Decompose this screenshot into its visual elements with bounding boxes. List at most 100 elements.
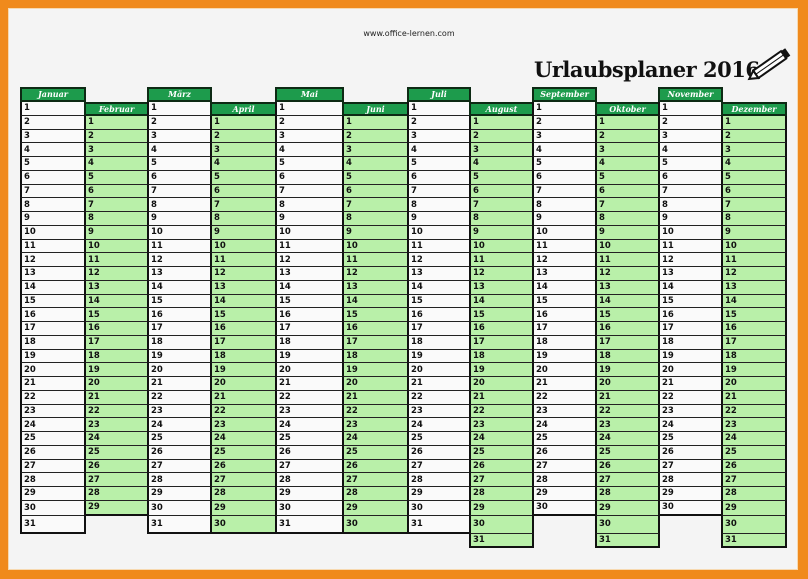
day-cell[interactable]: 12 — [721, 267, 787, 281]
day-cell[interactable]: 10 — [658, 225, 723, 240]
day-cell[interactable]: 17 — [407, 322, 471, 336]
day-cell[interactable]: 18 — [469, 349, 534, 364]
day-cell[interactable]: 28 — [532, 473, 597, 487]
day-cell[interactable]: 16 — [210, 322, 277, 336]
day-cell[interactable]: 23 — [210, 418, 277, 432]
day-cell[interactable]: 27 — [595, 473, 660, 487]
day-cell[interactable]: 5 — [407, 157, 471, 171]
day-cell[interactable]: 27 — [342, 473, 409, 487]
day-cell[interactable]: 29 — [147, 487, 212, 501]
day-cell[interactable]: 10 — [532, 225, 597, 240]
day-cell[interactable]: 26 — [721, 459, 787, 474]
day-cell[interactable]: 27 — [469, 473, 534, 487]
day-cell[interactable]: 23 — [532, 404, 597, 419]
day-cell[interactable]: 5 — [275, 157, 344, 171]
day-cell[interactable]: 1 — [532, 102, 597, 116]
day-cell[interactable]: 1 — [210, 115, 277, 130]
day-cell[interactable]: 23 — [595, 418, 660, 432]
day-cell[interactable]: 6 — [210, 184, 277, 199]
day-cell[interactable]: 28 — [469, 487, 534, 501]
day-cell[interactable]: 2 — [210, 129, 277, 144]
day-cell[interactable]: 8 — [407, 198, 471, 212]
day-cell[interactable]: 22 — [20, 390, 86, 405]
day-cell[interactable]: 16 — [407, 308, 471, 322]
day-cell[interactable]: 15 — [147, 294, 212, 309]
day-cell[interactable]: 18 — [84, 349, 149, 364]
day-cell[interactable]: 26 — [20, 445, 86, 460]
day-cell[interactable]: 13 — [595, 280, 660, 295]
day-cell[interactable]: 27 — [407, 459, 471, 474]
day-cell[interactable]: 29 — [595, 500, 660, 516]
day-cell[interactable]: 17 — [721, 335, 787, 350]
day-cell[interactable]: 26 — [407, 445, 471, 460]
day-cell[interactable]: 11 — [20, 239, 86, 254]
day-cell[interactable]: 26 — [532, 445, 597, 460]
day-cell[interactable]: 29 — [275, 487, 344, 501]
day-cell[interactable]: 2 — [147, 115, 212, 130]
day-cell[interactable]: 12 — [407, 253, 471, 267]
day-cell[interactable]: 1 — [407, 102, 471, 116]
day-cell[interactable]: 10 — [84, 239, 149, 254]
day-cell[interactable]: 13 — [469, 280, 534, 295]
day-cell[interactable]: 31 — [595, 533, 660, 548]
day-cell[interactable]: 12 — [595, 267, 660, 281]
day-cell[interactable]: 14 — [407, 280, 471, 295]
day-cell[interactable]: 5 — [210, 170, 277, 185]
day-cell[interactable]: 25 — [658, 432, 723, 446]
day-cell[interactable]: 19 — [20, 349, 86, 364]
day-cell[interactable]: 24 — [469, 432, 534, 446]
day-cell[interactable]: 1 — [469, 115, 534, 130]
day-cell[interactable]: 19 — [658, 349, 723, 364]
day-cell[interactable]: 3 — [532, 129, 597, 144]
day-cell[interactable]: 2 — [342, 129, 409, 144]
day-cell[interactable]: 31 — [469, 533, 534, 548]
day-cell[interactable]: 30 — [595, 515, 660, 534]
day-cell[interactable]: 26 — [275, 445, 344, 460]
day-cell[interactable]: 2 — [595, 129, 660, 144]
day-cell[interactable]: 18 — [275, 335, 344, 350]
day-cell[interactable]: 21 — [407, 377, 471, 391]
day-cell[interactable]: 4 — [595, 157, 660, 171]
day-cell[interactable]: 21 — [84, 390, 149, 405]
day-cell[interactable]: 6 — [658, 170, 723, 185]
day-cell[interactable]: 1 — [84, 115, 149, 130]
day-cell[interactable]: 10 — [721, 239, 787, 254]
day-cell[interactable]: 28 — [342, 487, 409, 501]
day-cell[interactable]: 26 — [469, 459, 534, 474]
day-cell[interactable]: 4 — [532, 143, 597, 157]
day-cell[interactable]: 20 — [275, 363, 344, 377]
day-cell[interactable]: 8 — [84, 212, 149, 226]
day-cell[interactable]: 30 — [407, 500, 471, 516]
day-cell[interactable]: 17 — [469, 335, 534, 350]
day-cell[interactable]: 22 — [342, 404, 409, 419]
day-cell[interactable]: 20 — [595, 377, 660, 391]
day-cell[interactable]: 4 — [275, 143, 344, 157]
day-cell[interactable]: 29 — [469, 500, 534, 516]
day-cell[interactable]: 9 — [721, 225, 787, 240]
day-cell[interactable]: 19 — [595, 363, 660, 377]
day-cell[interactable]: 23 — [658, 404, 723, 419]
day-cell[interactable]: 3 — [84, 143, 149, 157]
day-cell[interactable]: 24 — [210, 432, 277, 446]
day-cell[interactable]: 11 — [84, 253, 149, 267]
day-cell[interactable]: 4 — [20, 143, 86, 157]
day-cell[interactable]: 9 — [147, 212, 212, 226]
day-cell[interactable]: 17 — [210, 335, 277, 350]
day-cell[interactable]: 14 — [342, 294, 409, 309]
day-cell[interactable]: 10 — [210, 239, 277, 254]
day-cell[interactable]: 1 — [658, 102, 723, 116]
day-cell[interactable]: 3 — [407, 129, 471, 144]
day-cell[interactable]: 22 — [658, 390, 723, 405]
day-cell[interactable]: 27 — [721, 473, 787, 487]
day-cell[interactable]: 27 — [84, 473, 149, 487]
day-cell[interactable]: 6 — [532, 170, 597, 185]
day-cell[interactable]: 5 — [595, 170, 660, 185]
day-cell[interactable]: 6 — [84, 184, 149, 199]
day-cell[interactable]: 19 — [407, 349, 471, 364]
day-cell[interactable]: 25 — [342, 445, 409, 460]
day-cell[interactable]: 19 — [275, 349, 344, 364]
day-cell[interactable]: 1 — [721, 115, 787, 130]
day-cell[interactable]: 23 — [147, 404, 212, 419]
day-cell[interactable]: 16 — [721, 322, 787, 336]
day-cell[interactable]: 18 — [147, 335, 212, 350]
